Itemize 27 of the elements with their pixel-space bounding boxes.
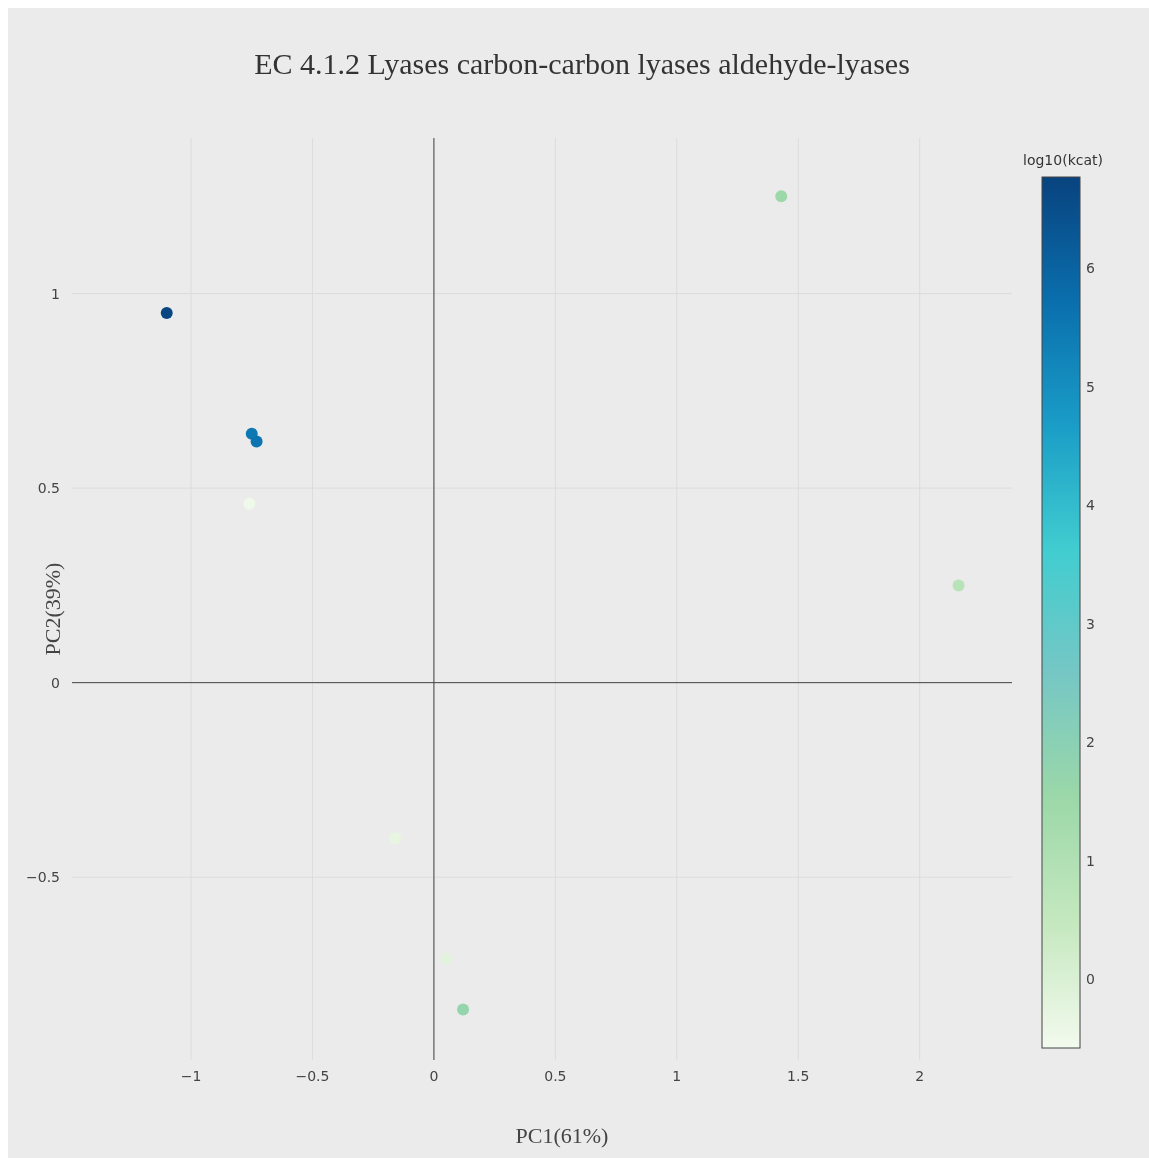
color-bar-label: 3 bbox=[1086, 615, 1095, 632]
y-tick-label: 1 bbox=[51, 285, 60, 302]
color-bar-title: log10(kcat) bbox=[1023, 152, 1103, 168]
y-tick-label: 0.5 bbox=[37, 480, 60, 497]
x-axis-title: PC1(61%) bbox=[515, 1123, 609, 1148]
color-bar-label: 0 bbox=[1086, 971, 1095, 988]
x-tick-label: −1 bbox=[180, 1068, 202, 1084]
x-tick-label: 1 bbox=[672, 1068, 682, 1084]
point bbox=[457, 1003, 470, 1016]
point bbox=[952, 579, 965, 592]
point bbox=[250, 435, 263, 448]
x-tick-label: 2 bbox=[915, 1068, 925, 1084]
x-tick-label: 0.5 bbox=[544, 1068, 567, 1084]
point bbox=[160, 307, 173, 320]
x-tick-label: −0.5 bbox=[295, 1068, 330, 1084]
x-tick-label: 0 bbox=[429, 1068, 439, 1084]
color-bar-label: 5 bbox=[1086, 378, 1095, 395]
y-axis-title: PC2(39%) bbox=[40, 562, 65, 656]
chart-title: EC 4.1.2 Lyases carbon-carbon lyases aldehyde-lyases bbox=[254, 47, 910, 80]
color-bar-label: 6 bbox=[1086, 260, 1095, 277]
color-bar-label: 4 bbox=[1086, 497, 1095, 514]
color-bar-label: 1 bbox=[1086, 852, 1095, 869]
point bbox=[775, 190, 788, 203]
x-tick-label: 1.5 bbox=[787, 1068, 810, 1084]
color-bar-label: 2 bbox=[1086, 734, 1095, 751]
y-tick-label: 0 bbox=[51, 674, 60, 691]
y-tick-label: −0.5 bbox=[26, 869, 60, 886]
